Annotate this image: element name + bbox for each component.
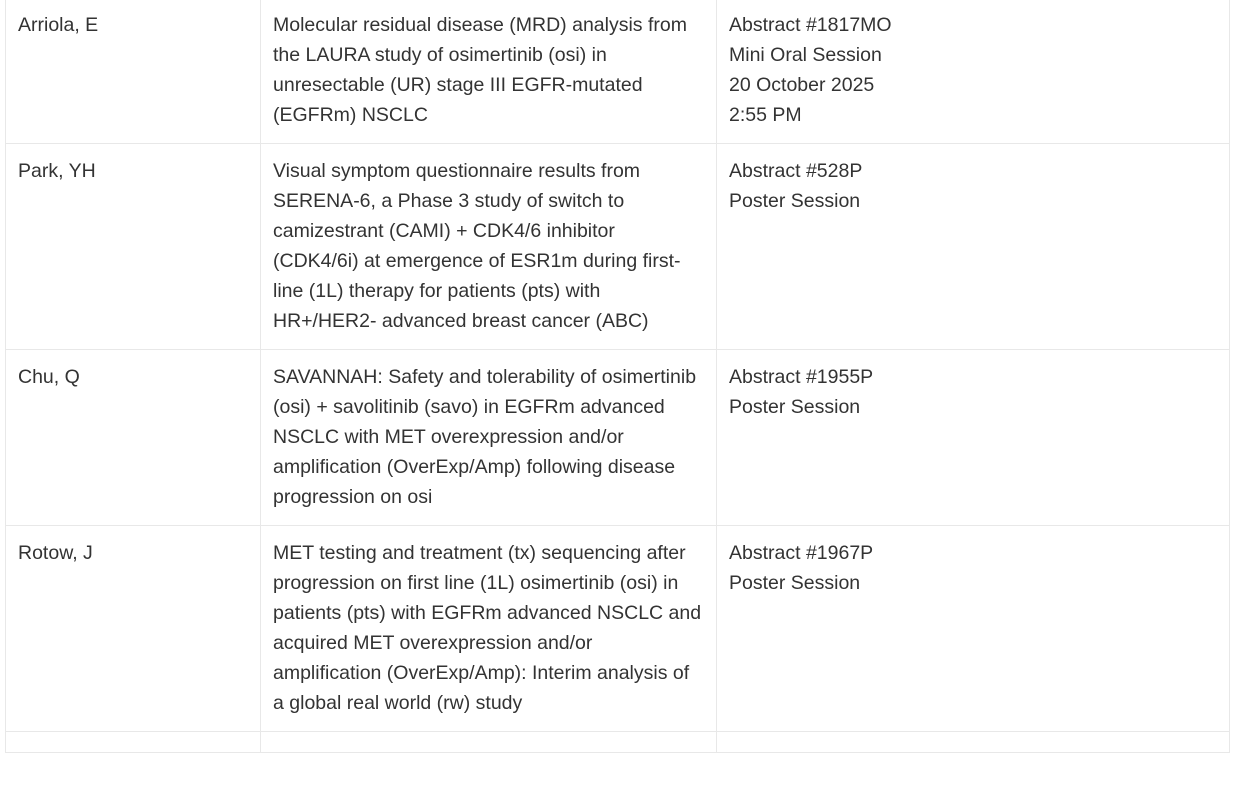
title-cell: SAVANNAH: Safety and tolerability of osi… xyxy=(260,349,717,526)
details-cell: Abstract #1955P Poster Session xyxy=(716,349,1230,526)
detail-line: Poster Session xyxy=(729,572,861,594)
empty-cell xyxy=(260,731,717,753)
table-row: Chu, Q SAVANNAH: Safety and tolerability … xyxy=(5,349,1230,526)
author-cell: Chu, Q xyxy=(5,349,261,526)
detail-line: Abstract #1955P xyxy=(729,366,874,388)
detail-line: Poster Session xyxy=(729,396,861,418)
details-cell: Abstract #528P Poster Session xyxy=(716,143,1230,350)
details-cell: Abstract #1967P Poster Session xyxy=(716,525,1230,732)
table-row: Rotow, J MET testing and treatment (tx) s… xyxy=(5,525,1230,732)
author-cell: Rotow, J xyxy=(5,525,261,732)
author-cell: Park, YH xyxy=(5,143,261,350)
title-cell: MET testing and treatment (tx) sequencin… xyxy=(260,525,717,732)
title-cell: Visual symptom questionnaire results fro… xyxy=(260,143,717,350)
detail-line: Mini Oral Session xyxy=(729,44,882,66)
detail-line: 20 October 2025 xyxy=(729,74,875,96)
table-row: Arriola, E Molecular residual disease (MR… xyxy=(5,0,1230,144)
detail-line: Abstract #528P xyxy=(729,160,863,182)
title-cell: Molecular residual disease (MRD) analysi… xyxy=(260,0,717,144)
table-row xyxy=(5,731,1230,753)
detail-line: Abstract #1817MO xyxy=(729,14,892,36)
detail-line: Abstract #1967P xyxy=(729,542,874,564)
empty-cell xyxy=(716,731,1230,753)
table-row: Park, YH Visual symptom questionnaire res… xyxy=(5,143,1230,350)
details-cell: Abstract #1817MO Mini Oral Session 20 Octo… xyxy=(716,0,1230,144)
empty-cell xyxy=(5,731,261,753)
detail-line: Poster Session xyxy=(729,190,861,212)
detail-line: 2:55 PM xyxy=(729,104,802,126)
author-cell: Arriola, E xyxy=(5,0,261,144)
abstracts-table: Arriola, E Molecular residual disease (MR… xyxy=(5,0,1230,753)
